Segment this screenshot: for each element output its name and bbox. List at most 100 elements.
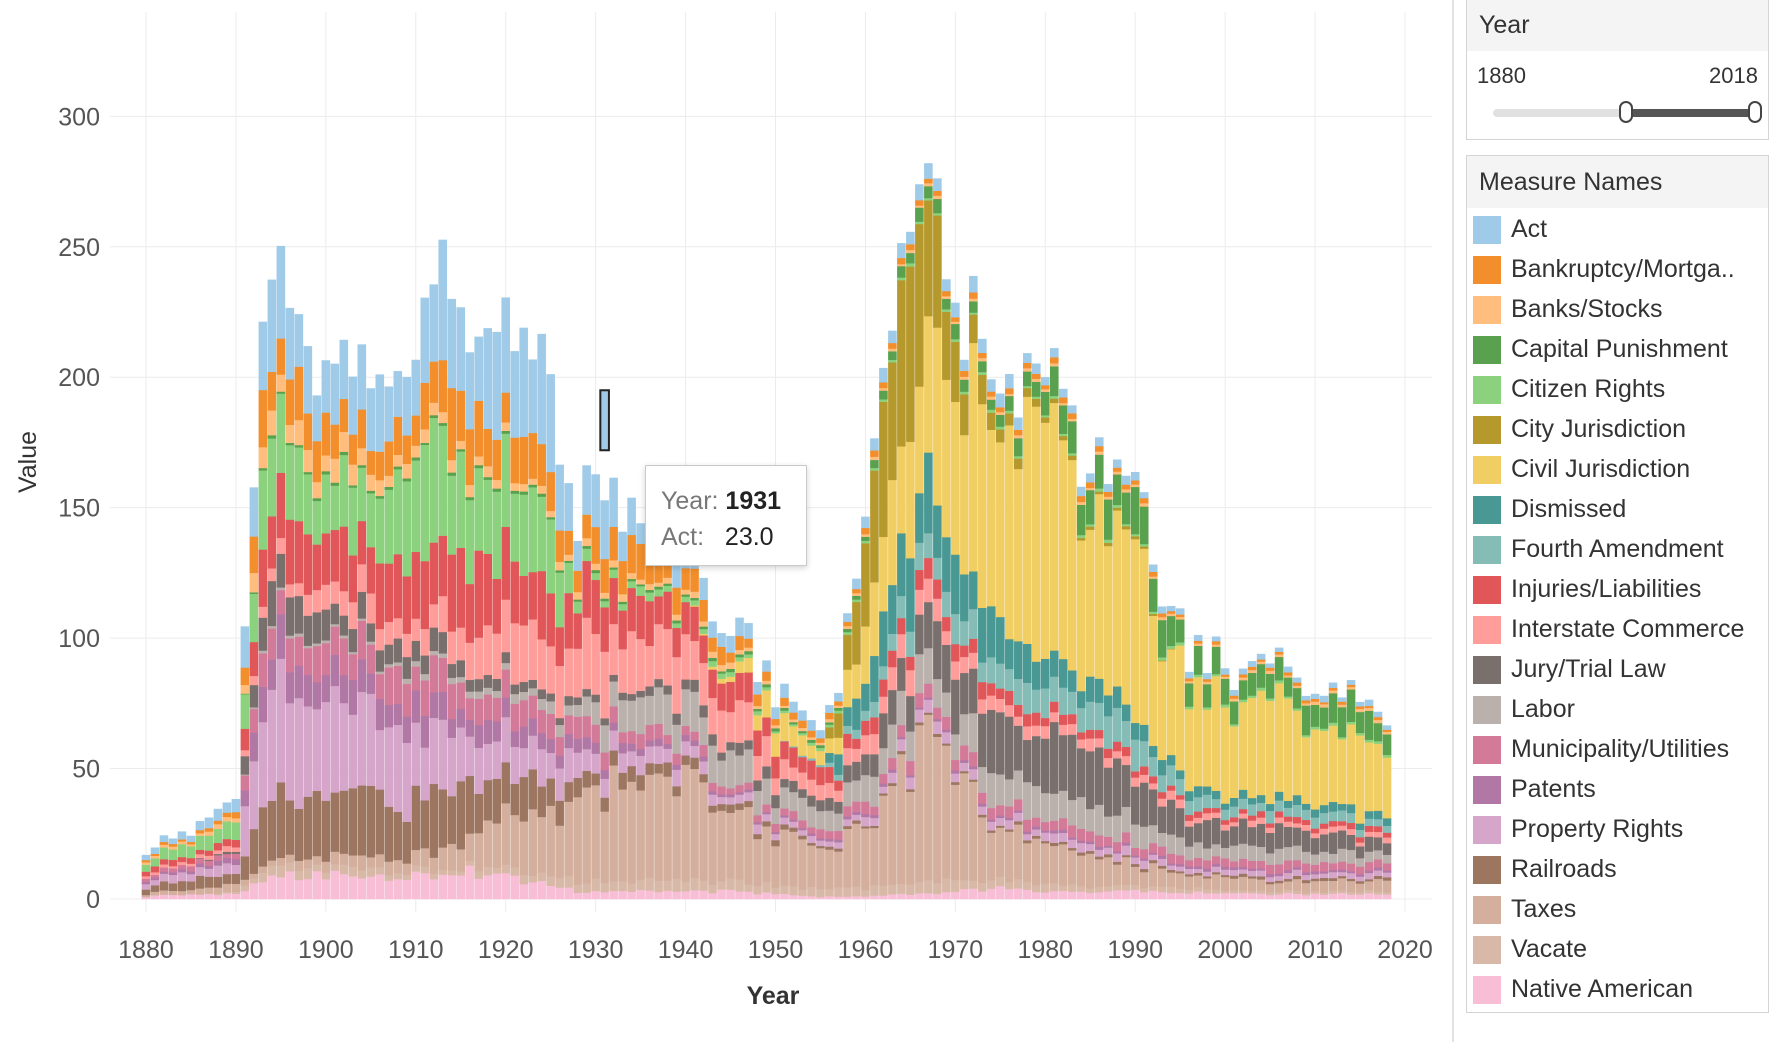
bar-segment[interactable] <box>510 867 519 876</box>
bar-segment[interactable] <box>1220 678 1230 705</box>
bar-segment[interactable] <box>276 857 286 866</box>
bar-segment[interactable] <box>942 692 951 717</box>
bar-segment[interactable] <box>1130 855 1140 858</box>
bar-segment[interactable] <box>1220 892 1230 900</box>
bar-segment[interactable] <box>1373 711 1383 718</box>
bar-segment[interactable] <box>501 716 510 763</box>
bar-segment[interactable] <box>375 674 385 700</box>
bar-segment[interactable] <box>978 371 987 375</box>
bar-segment[interactable] <box>618 789 627 882</box>
bar-segment[interactable] <box>348 555 358 603</box>
bar-segment[interactable] <box>1058 829 1068 834</box>
bar-segment[interactable] <box>789 895 798 900</box>
bar-segment[interactable] <box>1229 869 1239 876</box>
bar-segment[interactable] <box>510 731 519 747</box>
bar-segment[interactable] <box>771 733 780 757</box>
bar-segment[interactable] <box>1049 363 1059 367</box>
bar-segment[interactable] <box>744 650 753 655</box>
bar-segment[interactable] <box>1058 388 1068 398</box>
bar-segment[interactable] <box>1319 730 1329 806</box>
bar-segment[interactable] <box>1247 697 1257 799</box>
bar-segment[interactable] <box>1229 875 1239 879</box>
bar-segment[interactable] <box>735 617 744 637</box>
bar-segment[interactable] <box>465 484 475 498</box>
bar-segment[interactable] <box>1067 850 1077 885</box>
bar-segment[interactable] <box>636 889 645 900</box>
bar-segment[interactable] <box>888 348 897 352</box>
bar-segment[interactable] <box>699 744 708 757</box>
bar-segment[interactable] <box>870 814 879 819</box>
bar-segment[interactable] <box>1319 892 1329 895</box>
bar-segment[interactable] <box>519 491 528 495</box>
bar-segment[interactable] <box>429 284 439 362</box>
bar-segment[interactable] <box>960 713 969 746</box>
bar-segment[interactable] <box>879 885 888 896</box>
bar-segment[interactable] <box>1247 804 1257 816</box>
bar-segment[interactable] <box>294 314 304 367</box>
bar-segment[interactable] <box>816 840 825 847</box>
bar-segment[interactable] <box>492 697 501 722</box>
bar-segment[interactable] <box>528 718 537 736</box>
bar-segment[interactable] <box>1310 726 1320 730</box>
bar-segment[interactable] <box>636 586 645 596</box>
bar-segment[interactable] <box>906 656 915 671</box>
bar-segment[interactable] <box>1005 704 1014 717</box>
bar-segment[interactable] <box>861 710 870 721</box>
bar-segment[interactable] <box>1014 678 1023 706</box>
bar-segment[interactable] <box>231 818 241 823</box>
bar-segment[interactable] <box>312 589 322 613</box>
bar-segment[interactable] <box>600 892 609 900</box>
bar-segment[interactable] <box>915 893 924 900</box>
bar-segment[interactable] <box>951 643 960 662</box>
bar-segment[interactable] <box>1184 889 1194 894</box>
bar-segment[interactable] <box>339 702 349 791</box>
bar-segment[interactable] <box>861 543 870 627</box>
bar-segment[interactable] <box>1094 488 1104 492</box>
bar-segment[interactable] <box>303 796 313 860</box>
bar-segment[interactable] <box>159 873 169 882</box>
bar-segment[interactable] <box>1014 438 1023 457</box>
bar-segment[interactable] <box>1265 832 1275 854</box>
bar-segment[interactable] <box>1301 809 1311 821</box>
bar-segment[interactable] <box>753 838 762 887</box>
bar-segment[interactable] <box>1346 724 1356 805</box>
bar-segment[interactable] <box>726 889 735 900</box>
bar-segment[interactable] <box>1373 740 1383 744</box>
bar-segment[interactable] <box>1283 666 1293 673</box>
bar-segment[interactable] <box>1121 845 1131 856</box>
bar-segment[interactable] <box>996 825 1005 828</box>
bar-segment[interactable] <box>1103 857 1113 887</box>
bar-segment[interactable] <box>1193 857 1203 867</box>
bar-segment[interactable] <box>168 874 178 884</box>
bar-segment[interactable] <box>1094 856 1104 860</box>
bar-segment[interactable] <box>1301 879 1311 884</box>
bar-segment[interactable] <box>1148 890 1158 900</box>
bar-segment[interactable] <box>492 721 501 742</box>
bar-segment[interactable] <box>492 678 501 692</box>
bar-segment[interactable] <box>456 781 466 850</box>
bar-segment[interactable] <box>357 870 367 879</box>
bar-segment[interactable] <box>1283 807 1293 817</box>
bar-segment[interactable] <box>438 874 448 900</box>
bar-segment[interactable] <box>1382 734 1392 756</box>
bar-segment[interactable] <box>1364 742 1374 812</box>
bar-segment[interactable] <box>1355 842 1365 847</box>
bar-segment[interactable] <box>879 696 888 714</box>
bar-segment[interactable] <box>636 523 645 545</box>
bar-segment[interactable] <box>1023 842 1032 882</box>
bar-segment[interactable] <box>393 878 403 900</box>
bar-segment[interactable] <box>663 694 672 736</box>
bar-segment[interactable] <box>429 604 439 628</box>
bar-segment[interactable] <box>573 599 582 602</box>
bar-segment[interactable] <box>186 844 196 847</box>
bar-segment[interactable] <box>195 858 205 864</box>
bar-segment[interactable] <box>465 860 475 866</box>
bar-segment[interactable] <box>1139 774 1149 783</box>
bar-segment[interactable] <box>996 442 1005 618</box>
bar-segment[interactable] <box>1049 820 1059 831</box>
bar-segment[interactable] <box>762 690 771 718</box>
bar-segment[interactable] <box>1166 853 1176 864</box>
bar-segment[interactable] <box>1256 879 1266 891</box>
bar-segment[interactable] <box>816 800 825 812</box>
bar-segment[interactable] <box>897 690 906 726</box>
